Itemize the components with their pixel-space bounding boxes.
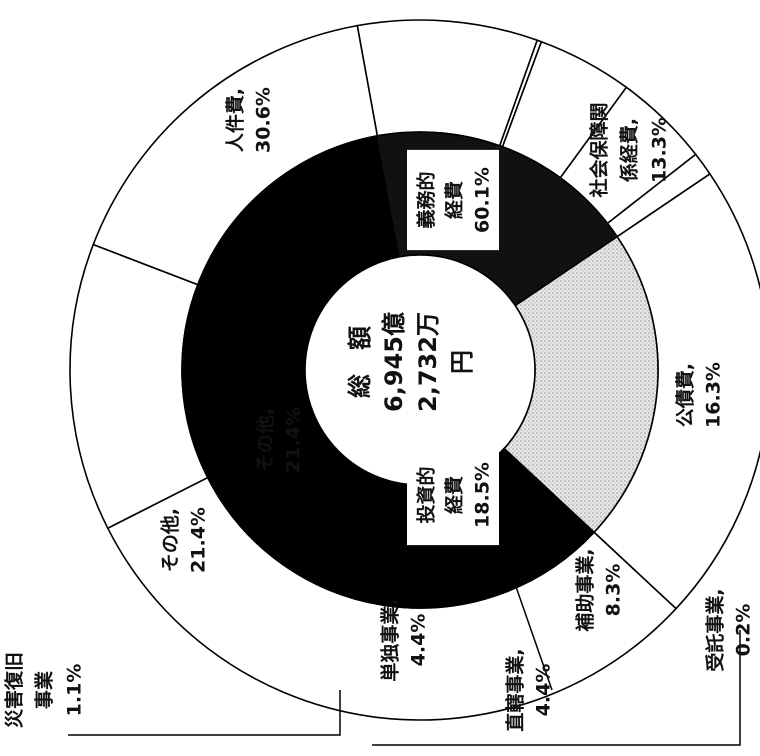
label-hojo-jigyo: 補助事業, 8.3% [574,548,625,632]
label-jinkenhi: 人件費, 30.6% [224,87,275,153]
label-saigai-fukkyu-line-0: 災害復旧 [3,652,26,728]
label-hojo-jigyo-line-1: 8.3% [603,564,625,617]
labels: 総 額 6,945億 2,732万 円 人件費, 30.6% 社会保障関 係経費, 13.3% 公… [3,87,755,732]
label-kousaihi: 公債費, 16.3% [674,362,725,428]
label-chokkatsu-jigyo: 直轄事業, 4.4% [504,648,555,731]
center-total-label-line-0: 総 額 [346,326,374,398]
label-sonota-outer-line-0: その他, [159,508,182,572]
center-total-label: 総 額 6,945億 2,732万円 [346,312,476,412]
label-gimuteki-line-0: 義務的 [415,171,438,228]
center-total-label-line-3: 円 [448,350,476,374]
label-sonota-inner-line-0: その他, [254,408,277,472]
center-total-label-line-2: 2,732万 [414,312,442,412]
label-kousaihi-line-1: 16.3% [703,362,725,428]
label-tandoku-jigyo-line-0: 単独事業, [379,598,402,681]
label-sonota-outer-line-1: 21.4% [188,507,210,573]
leader-lines [68,557,741,746]
label-jinkenhi-line-1: 30.6% [253,87,275,153]
label-toushiteki: 投資的 経費 18.5% [407,444,499,546]
label-shakaihosho-line-2: 13.3% [649,117,671,183]
label-jinkenhi-line-0: 人件費, [224,88,247,152]
label-tandoku-jigyo: 単独事業, 4.4% [379,598,430,681]
label-sonota-inner-line-1: 21.4% [283,407,305,473]
label-shakaihosho: 社会保障関 係経費, 13.3% [588,102,671,198]
label-shakaihosho-line-1: 係経費, [618,118,641,182]
center-total-label-line-1: 6,945億 [380,312,408,412]
label-gimuteki-line-2: 60.1% [472,167,494,233]
label-kousaihi-line-0: 公債費, [674,363,697,427]
label-tandoku-jigyo-line-1: 4.4% [408,614,430,667]
label-saigai-fukkyu: 災害復旧 事業 1.1% [3,652,86,728]
label-jutaku-jigyo: 受託事業, 0.2% [704,588,755,671]
label-toushiteki-line-0: 投資的 [415,466,438,523]
label-toushiteki-line-2: 18.5% [472,462,494,528]
label-saigai-fukkyu-line-2: 1.1% [64,664,86,717]
leader-jutaku [372,630,741,746]
label-gimuteki: 義務的 経費 60.1% [407,149,499,251]
label-sonota-outer: その他, 21.4% [159,507,210,573]
label-jutaku-jigyo-line-0: 受託事業, [704,588,727,671]
label-saigai-fukkyu-line-1: 事業 [33,670,56,709]
label-jutaku-jigyo-line-1: 0.2% [733,604,755,657]
leader-saigai [68,690,341,736]
label-chokkatsu-jigyo-line-1: 4.4% [533,664,555,717]
label-gimuteki-line-1: 経費 [443,181,466,219]
leader-chokkatsu [505,557,553,691]
outer-ring [69,19,760,721]
label-chokkatsu-jigyo-line-0: 直轄事業, [504,648,527,731]
label-hojo-jigyo-line-0: 補助事業, [574,548,597,632]
label-toushiteki-line-1: 経費 [443,476,466,514]
label-sonota-inner: その他, 21.4% [254,407,305,473]
label-shakaihosho-line-0: 社会保障関 [588,102,611,198]
